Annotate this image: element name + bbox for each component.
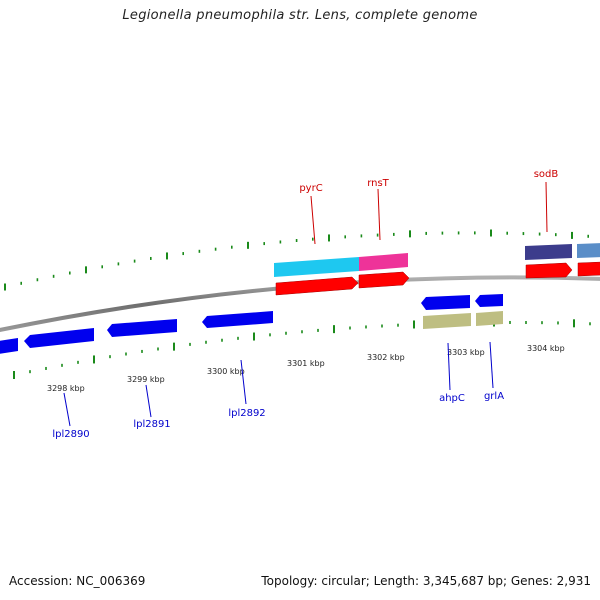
gene-label-ahpC[interactable]: ahpC [439, 393, 465, 404]
leader-line [145, 384, 152, 418]
grlA-cds-arrow[interactable] [475, 294, 503, 307]
gene-label-lpl2892[interactable]: lpl2892 [228, 408, 265, 419]
kbp-label: 3302 kbp [367, 353, 405, 362]
kbp-label: 3300 kbp [207, 367, 245, 376]
leader-line [545, 181, 548, 233]
lpl2892-cds-arrow[interactable] [202, 311, 273, 328]
lpl2890-cds-arrow[interactable] [24, 328, 94, 348]
genome-summary: Topology: circular; Length: 3,345,687 bp… [261, 574, 591, 588]
sodB-neighbor-feature[interactable] [577, 243, 600, 258]
leader-line [377, 188, 381, 241]
grlA-feature[interactable] [476, 311, 503, 326]
rnsT-cds-arrow[interactable] [358, 271, 410, 289]
gene-label-rnsT[interactable]: rnsT [367, 178, 389, 189]
leader-line [240, 359, 247, 405]
accession-label: Accession: NC_006369 [9, 574, 146, 588]
ahpC-cds-arrow[interactable] [421, 295, 470, 310]
cds-arrow[interactable] [0, 338, 18, 354]
cds-arrow[interactable] [577, 261, 600, 277]
reverse-features [0, 294, 503, 354]
lpl2891-cds-arrow[interactable] [107, 319, 177, 337]
map-title: Legionella pneumophila str. Lens, comple… [122, 8, 478, 23]
kbp-label: 3304 kbp [527, 344, 565, 353]
kbp-scale: 3298 kbp 3299 kbp 3300 kbp 3301 kbp 3302… [47, 344, 565, 393]
gene-label-grlA[interactable]: grlA [484, 391, 504, 402]
leader-line [447, 342, 451, 391]
inner-tick-ring [13, 318, 591, 379]
rnsT-feature[interactable] [359, 253, 408, 271]
leader-line [310, 195, 316, 245]
gene-label-pyrC[interactable]: pyrC [299, 183, 322, 194]
gene-label-lpl2891[interactable]: lpl2891 [133, 419, 170, 430]
kbp-label: 3298 kbp [47, 384, 85, 393]
kbp-label: 3303 kbp [447, 348, 485, 357]
leader-line [63, 392, 71, 427]
forward-gene-labels: pyrC rnsT sodB [299, 169, 559, 245]
pyrC-cds-arrow[interactable] [275, 276, 359, 296]
reverse-gene-labels: lpl2890 lpl2891 lpl2892 ahpC grlA [52, 341, 504, 440]
leader-line [489, 341, 494, 389]
outer-tick-ring [4, 229, 590, 291]
gene-label-lpl2890[interactable]: lpl2890 [52, 429, 89, 440]
forward-features [274, 243, 600, 296]
pyrC-feature[interactable] [274, 257, 359, 277]
gene-label-sodB[interactable]: sodB [534, 169, 559, 180]
kbp-label: 3301 kbp [287, 359, 325, 368]
sodB-feature[interactable] [525, 244, 572, 260]
kbp-label: 3299 kbp [127, 375, 165, 384]
sodB-cds-arrow[interactable] [525, 262, 573, 279]
ahpC-feature[interactable] [423, 313, 471, 329]
